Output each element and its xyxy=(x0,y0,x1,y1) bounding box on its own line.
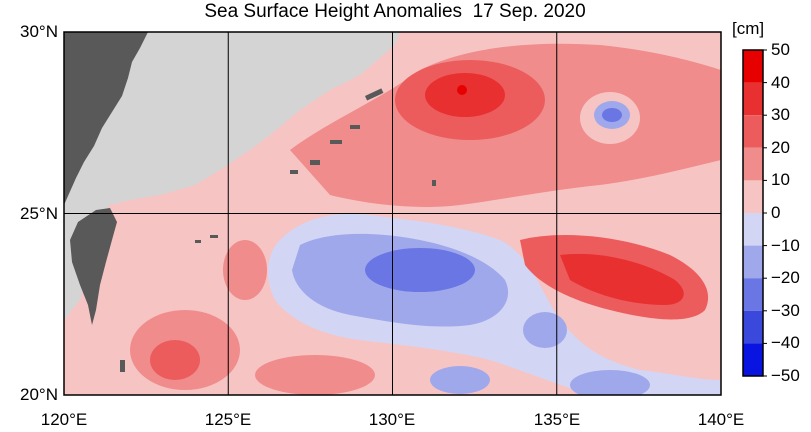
warm-eddy-s xyxy=(255,355,375,395)
map-field xyxy=(64,32,721,395)
colorbar-band-6 xyxy=(743,245,763,279)
graticule xyxy=(64,32,721,395)
colorbar-tick-label: 50 xyxy=(771,40,790,59)
cold-eddy-bottom xyxy=(430,366,490,394)
colorbar-band-7 xyxy=(743,278,763,311)
ryukyu-islands xyxy=(120,88,436,372)
map-frame xyxy=(63,31,722,396)
lat-label-30n: 30°N xyxy=(20,22,58,41)
map-title: Sea Surface Height Anomalies 17 Sep. 202… xyxy=(204,1,586,22)
colorbar-tick-label: 0 xyxy=(771,203,781,222)
lon-label-120e: 120°E xyxy=(40,410,88,429)
colorbar-band-5 xyxy=(743,213,763,246)
colorbar-band-2 xyxy=(743,115,763,148)
lon-label-135e: 135°E xyxy=(533,410,581,429)
colorbar-tick-label: −50 xyxy=(771,366,800,385)
lat-label-20n: 20°N xyxy=(20,385,58,404)
lat-label-25n: 25°N xyxy=(20,204,58,223)
colorbar-tick-label: −40 xyxy=(771,333,800,353)
colorbar-tick-label: −20 xyxy=(771,268,800,288)
colorbar-band-3 xyxy=(743,147,763,181)
colorbar-tick-label: 30 xyxy=(771,105,790,125)
colorbar xyxy=(742,49,767,377)
colorbar-band-1 xyxy=(743,82,763,116)
colorbar-band-0 xyxy=(743,50,763,83)
colorbar-band-4 xyxy=(743,180,763,213)
colorbar-band-8 xyxy=(743,310,763,344)
colorbar-tick-label: −30 xyxy=(771,300,800,320)
taiwan-landmass xyxy=(70,208,117,325)
lon-label-125e: 125°E xyxy=(204,410,252,429)
lon-label-140e: 140°E xyxy=(697,410,745,429)
cold-eddy-se xyxy=(570,370,650,395)
warm-eddy-north-inner xyxy=(425,73,505,117)
warm-eddy-se-inner xyxy=(560,253,684,305)
warm-eddy-sw-core xyxy=(150,340,200,380)
colorbar-unit: [cm] xyxy=(732,19,765,38)
china-coastline xyxy=(64,32,148,205)
warm-eddy-north-core xyxy=(457,85,467,95)
cold-eddy-ne-core xyxy=(602,108,622,122)
colorbar-tick-label: 10 xyxy=(771,170,790,190)
warm-eddy-w xyxy=(223,240,267,300)
colorbar-tick-label: 40 xyxy=(771,72,790,92)
colorbar-tick-label: 20 xyxy=(771,137,790,157)
colorbar-band-9 xyxy=(743,343,763,376)
lon-label-130e: 130°E xyxy=(368,410,416,429)
cold-eddy-central-core xyxy=(365,248,475,292)
cold-eddy-south xyxy=(523,312,567,348)
colorbar-tick-label: −10 xyxy=(771,235,800,255)
no-data-shelf-region xyxy=(64,32,400,320)
